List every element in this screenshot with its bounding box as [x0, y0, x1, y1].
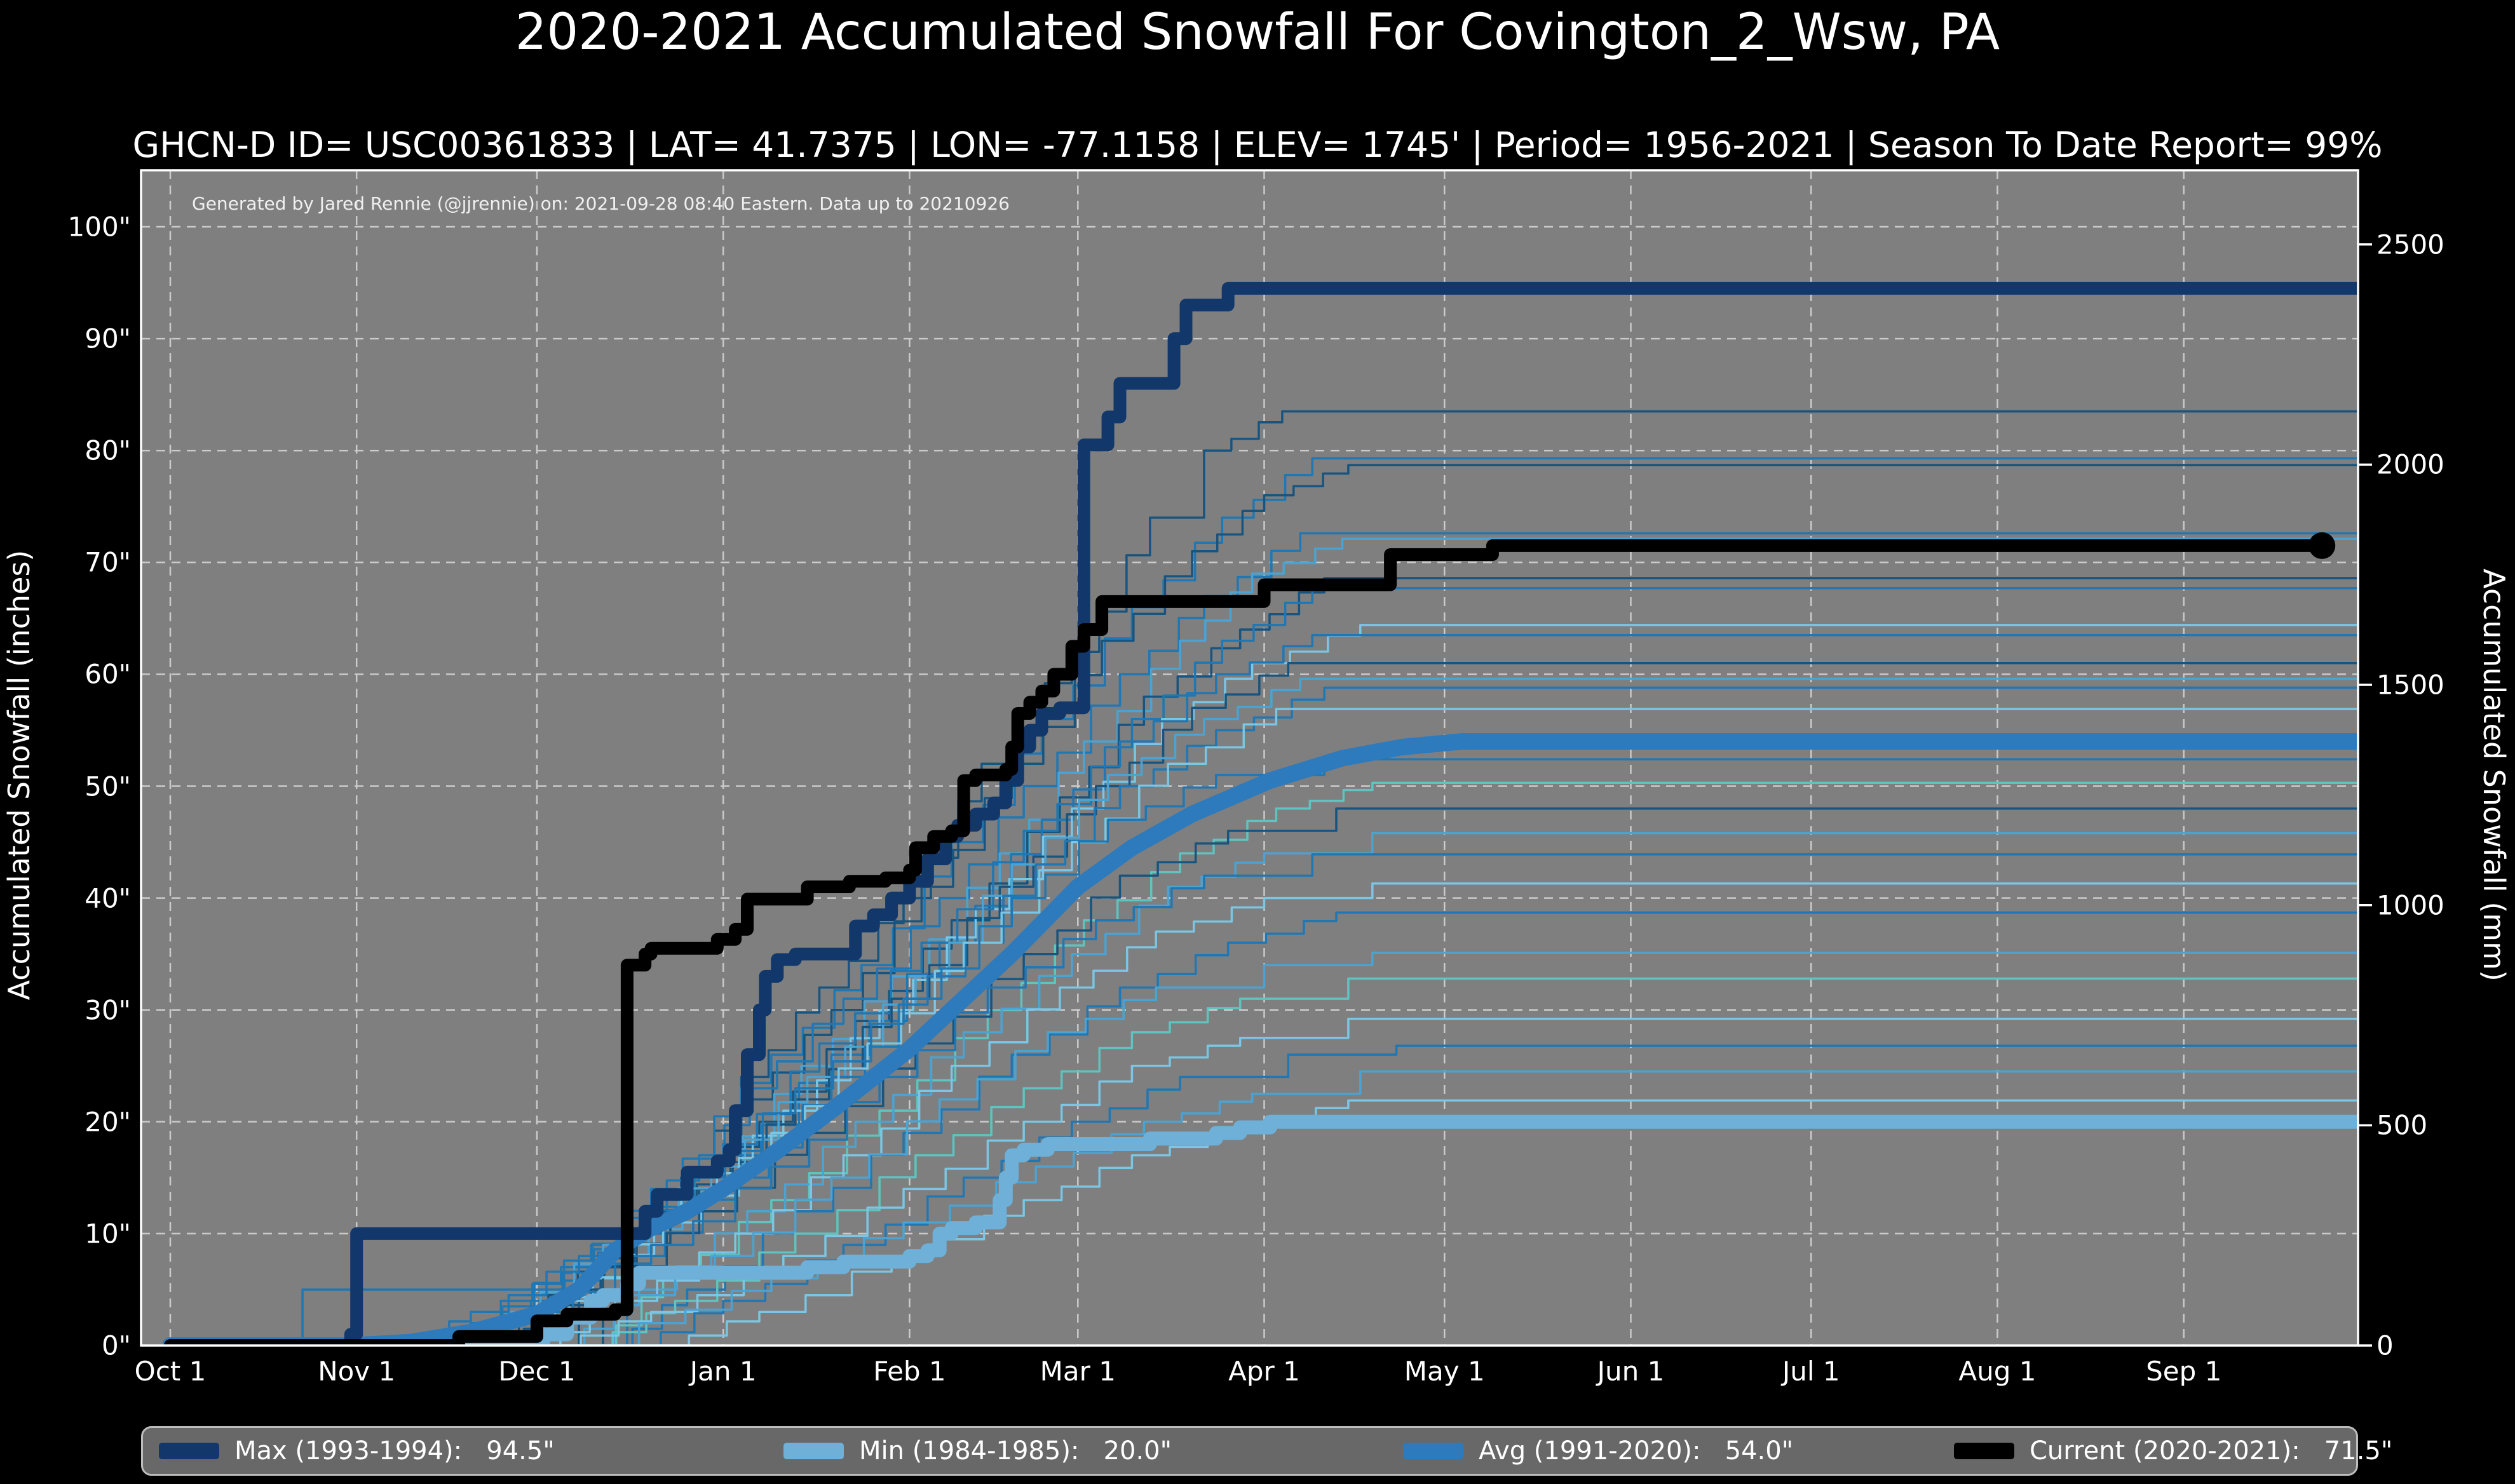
chart-title: 2020-2021 Accumulated Snowfall For Covin…	[515, 4, 2000, 61]
legend-swatch-max	[159, 1443, 219, 1459]
legend-label-max: Max (1993-1994): 94.5"	[234, 1436, 555, 1466]
legend-item-max: Max (1993-1994): 94.5"	[159, 1428, 555, 1474]
x-tick-label: Feb 1	[873, 1356, 946, 1387]
historical-year-line	[170, 1018, 2358, 1346]
x-tick-label: Aug 1	[1958, 1356, 2037, 1387]
chart-subtitle: GHCN-D ID= USC00361833 | LAT= 41.7375 | …	[132, 125, 2383, 165]
x-tick-label: Nov 1	[318, 1356, 396, 1387]
legend-label-min: Min (1984-1985): 20.0"	[859, 1436, 1172, 1466]
historical-year-line	[170, 977, 2358, 1346]
legend-item-avg: Avg (1991-2020): 54.0"	[1403, 1428, 1793, 1474]
y-tick-label-right: 0	[2376, 1330, 2394, 1361]
legend: Max (1993-1994): 94.5" Min (1984-1985): 2…	[141, 1426, 2392, 1476]
y-tick-label-left: 0"	[101, 1330, 131, 1361]
legend-item-min: Min (1984-1985): 20.0"	[783, 1428, 1172, 1474]
y-tick-label-left: 80"	[85, 435, 131, 466]
historical-year-line	[170, 532, 2358, 1346]
historical-year-line	[170, 758, 2358, 1346]
x-tick-label: Dec 1	[498, 1356, 576, 1387]
y-tick-label-right: 2500	[2376, 229, 2444, 260]
x-tick-label: May 1	[1404, 1356, 1485, 1387]
y-tick-label-left: 10"	[85, 1218, 131, 1250]
plot-border	[140, 169, 2359, 1347]
y-tick-label-left: 20"	[85, 1106, 131, 1138]
plot-area	[141, 170, 2358, 1346]
historical-year-line	[170, 708, 2358, 1346]
legend-swatch-min	[783, 1443, 844, 1459]
y-tick-label-right: 1500	[2376, 669, 2444, 701]
generated-annotation: Generated by Jared Rennie (@jjrennie) on…	[192, 193, 1010, 214]
historical-year-line	[170, 911, 2358, 1346]
legend-label-current: Current (2020-2021): 71.5"	[2030, 1436, 2393, 1466]
x-tick-label: Mar 1	[1040, 1356, 1116, 1387]
historical-year-line	[170, 832, 2358, 1346]
x-tick-label: Jun 1	[1597, 1356, 1665, 1387]
y-tick-label-right: 2000	[2376, 449, 2444, 480]
y-tick-label-left: 40"	[85, 882, 131, 914]
historical-year-line	[170, 882, 2358, 1346]
legend-label-avg: Avg (1991-2020): 54.0"	[1479, 1436, 1794, 1466]
legend-swatch-current	[1954, 1443, 2014, 1459]
current-end-marker	[2308, 532, 2336, 559]
x-tick-label: Apr 1	[1228, 1356, 1300, 1387]
historical-year-line	[170, 1044, 2358, 1346]
series-line-current	[164, 539, 2329, 1346]
series-lines	[162, 281, 2358, 1346]
x-tick-label: Jul 1	[1782, 1356, 1840, 1387]
y-tick-label-right: 500	[2376, 1109, 2428, 1141]
x-tick-label: Oct 1	[134, 1356, 207, 1387]
y-tick-label-right: 1000	[2376, 889, 2444, 921]
series-line-min	[163, 1114, 2358, 1346]
x-tick-label: Sep 1	[2146, 1356, 2222, 1387]
y-tick-label-left: 60"	[85, 658, 131, 690]
right-tick-marks	[2358, 243, 2372, 1347]
series-line-avg	[162, 733, 2358, 1346]
legend-item-current: Current (2020-2021): 71.5"	[1954, 1428, 2392, 1474]
y-tick-label-left: 100"	[67, 211, 131, 243]
y-tick-label-left: 70"	[85, 546, 131, 578]
legend-swatch-avg	[1403, 1443, 1463, 1459]
y-tick-label-left: 90"	[85, 323, 131, 354]
x-tick-label: Jan 1	[689, 1356, 757, 1387]
y-tick-label-left: 50"	[85, 771, 131, 802]
y-tick-label-left: 30"	[85, 994, 131, 1026]
